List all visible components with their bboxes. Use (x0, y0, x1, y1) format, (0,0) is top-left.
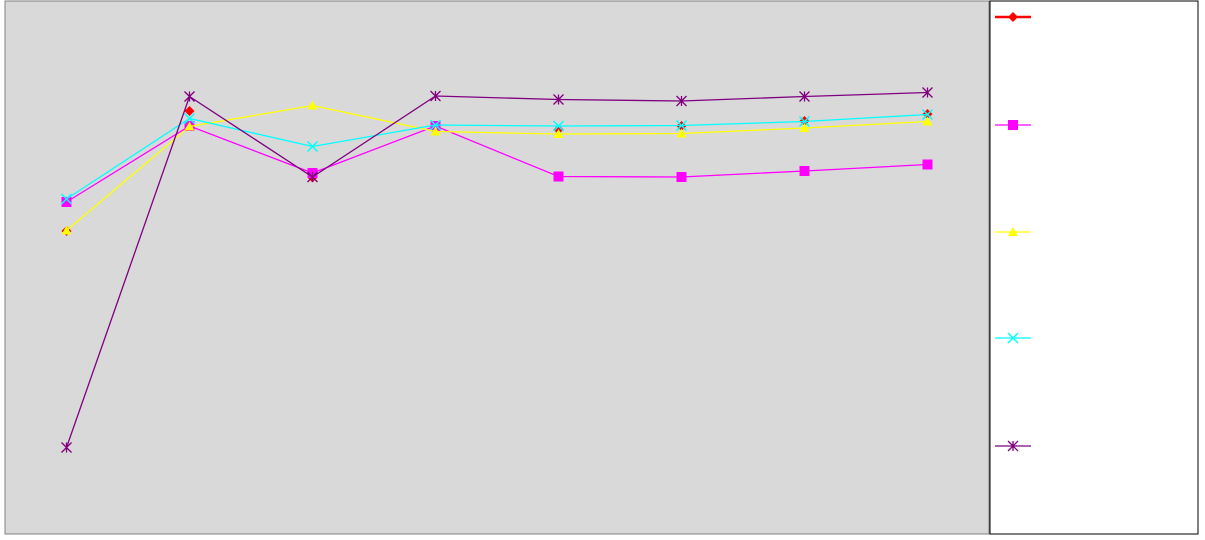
series-5 (61, 87, 933, 453)
series-4-point-7 (798, 115, 811, 128)
legend (995, 12, 1031, 452)
series-3-point-1 (61, 225, 72, 235)
series-5-point-6 (676, 95, 687, 107)
series-3-point-5 (553, 129, 564, 138)
series-3-point-7 (799, 123, 810, 132)
series-layer (60, 87, 934, 453)
legend-marker-5 (1007, 440, 1019, 452)
series-2-point-1 (61, 197, 72, 207)
legend-marker-1 (1008, 12, 1018, 22)
series-4-point-5 (552, 120, 565, 132)
series-1-point-2 (184, 106, 195, 116)
series-5-point-2 (184, 91, 195, 102)
series-4-point-1 (60, 193, 73, 205)
series-4 (60, 108, 934, 205)
series-5-point-5 (553, 94, 564, 105)
series-5-point-4 (430, 90, 441, 102)
series-3-point-4 (430, 126, 441, 136)
series-2-line (66, 125, 928, 203)
series-2-point-6 (676, 172, 687, 182)
legend-marker-3 (1008, 227, 1018, 236)
series-2-point-8 (922, 159, 933, 170)
series-5-point-1 (61, 442, 72, 453)
series-3-point-8 (922, 116, 933, 126)
legend-item-2 (995, 120, 1031, 130)
series-3-point-6 (676, 128, 687, 138)
series-5-point-8 (922, 87, 933, 98)
series-4-point-4 (429, 119, 442, 131)
legend-box (989, 0, 1199, 535)
series-4-line (66, 113, 928, 200)
series-2-point-5 (553, 171, 564, 182)
legend-marker-2 (1008, 120, 1018, 130)
legend-item-3 (995, 227, 1031, 236)
series-3-point-3 (307, 100, 318, 110)
plot-area (4, 0, 990, 535)
series-5-point-3 (307, 171, 318, 183)
legend-item-5 (995, 440, 1031, 452)
series-3-point-2 (184, 121, 195, 131)
series-5-line (65, 91, 928, 448)
series-5-point-7 (799, 91, 810, 102)
legend-item-4 (995, 332, 1031, 344)
series-2-point-7 (799, 166, 810, 176)
series-4-point-6 (675, 119, 688, 132)
series-4-point-8 (921, 108, 934, 121)
legend-marker-4 (1007, 332, 1019, 344)
legend-item-1 (995, 12, 1031, 22)
series-4-point-3 (306, 140, 319, 153)
series-4-point-2 (183, 112, 196, 125)
